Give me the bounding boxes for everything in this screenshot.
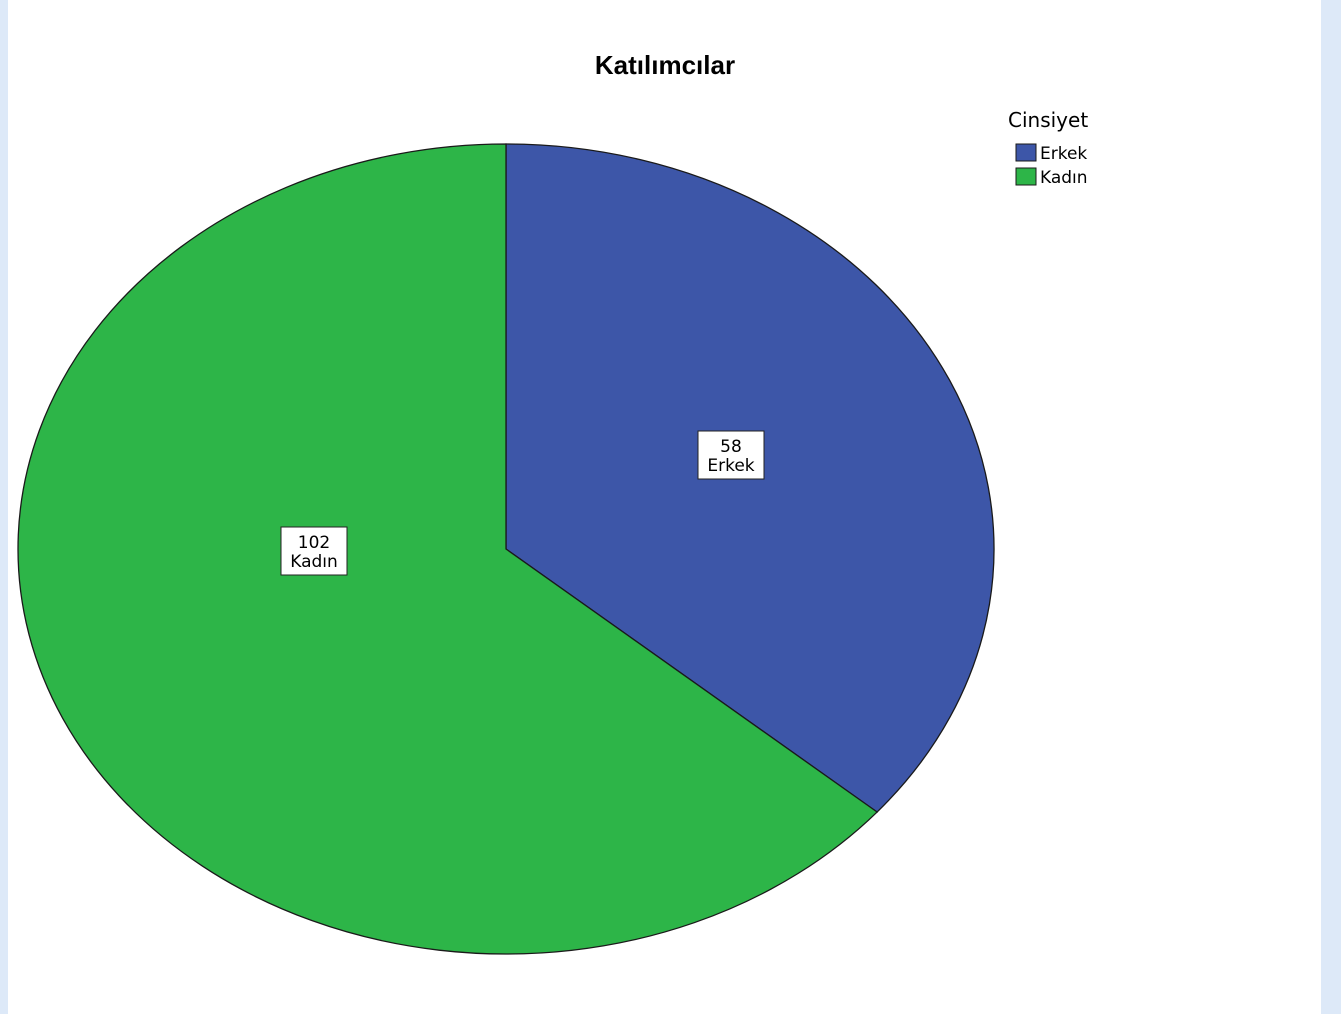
data-label-value: 58 (720, 437, 742, 457)
legend-label: Erkek (1040, 144, 1087, 164)
legend-swatch (1015, 167, 1037, 186)
legend-title: Cinsiyet (1008, 108, 1088, 132)
pie-slice-kadın (17, 143, 879, 955)
legend-item-kadın: Kadın (1015, 167, 1088, 188)
data-label-category: Erkek (707, 456, 754, 476)
data-label-category: Kadın (290, 552, 338, 572)
legend-label: Kadın (1040, 168, 1088, 188)
legend-swatch (1015, 143, 1037, 162)
data-label-box (280, 526, 348, 576)
legend: Cinsiyet Erkek Kadın (1008, 108, 1088, 188)
legend-items: Erkek Kadın (1015, 143, 1088, 188)
pie-slices (17, 143, 995, 955)
data-label-value: 102 (298, 533, 330, 553)
legend-item-erkek: Erkek (1015, 143, 1087, 164)
data-label-box (697, 430, 765, 480)
chart-title: Katılımcılar (595, 50, 735, 80)
